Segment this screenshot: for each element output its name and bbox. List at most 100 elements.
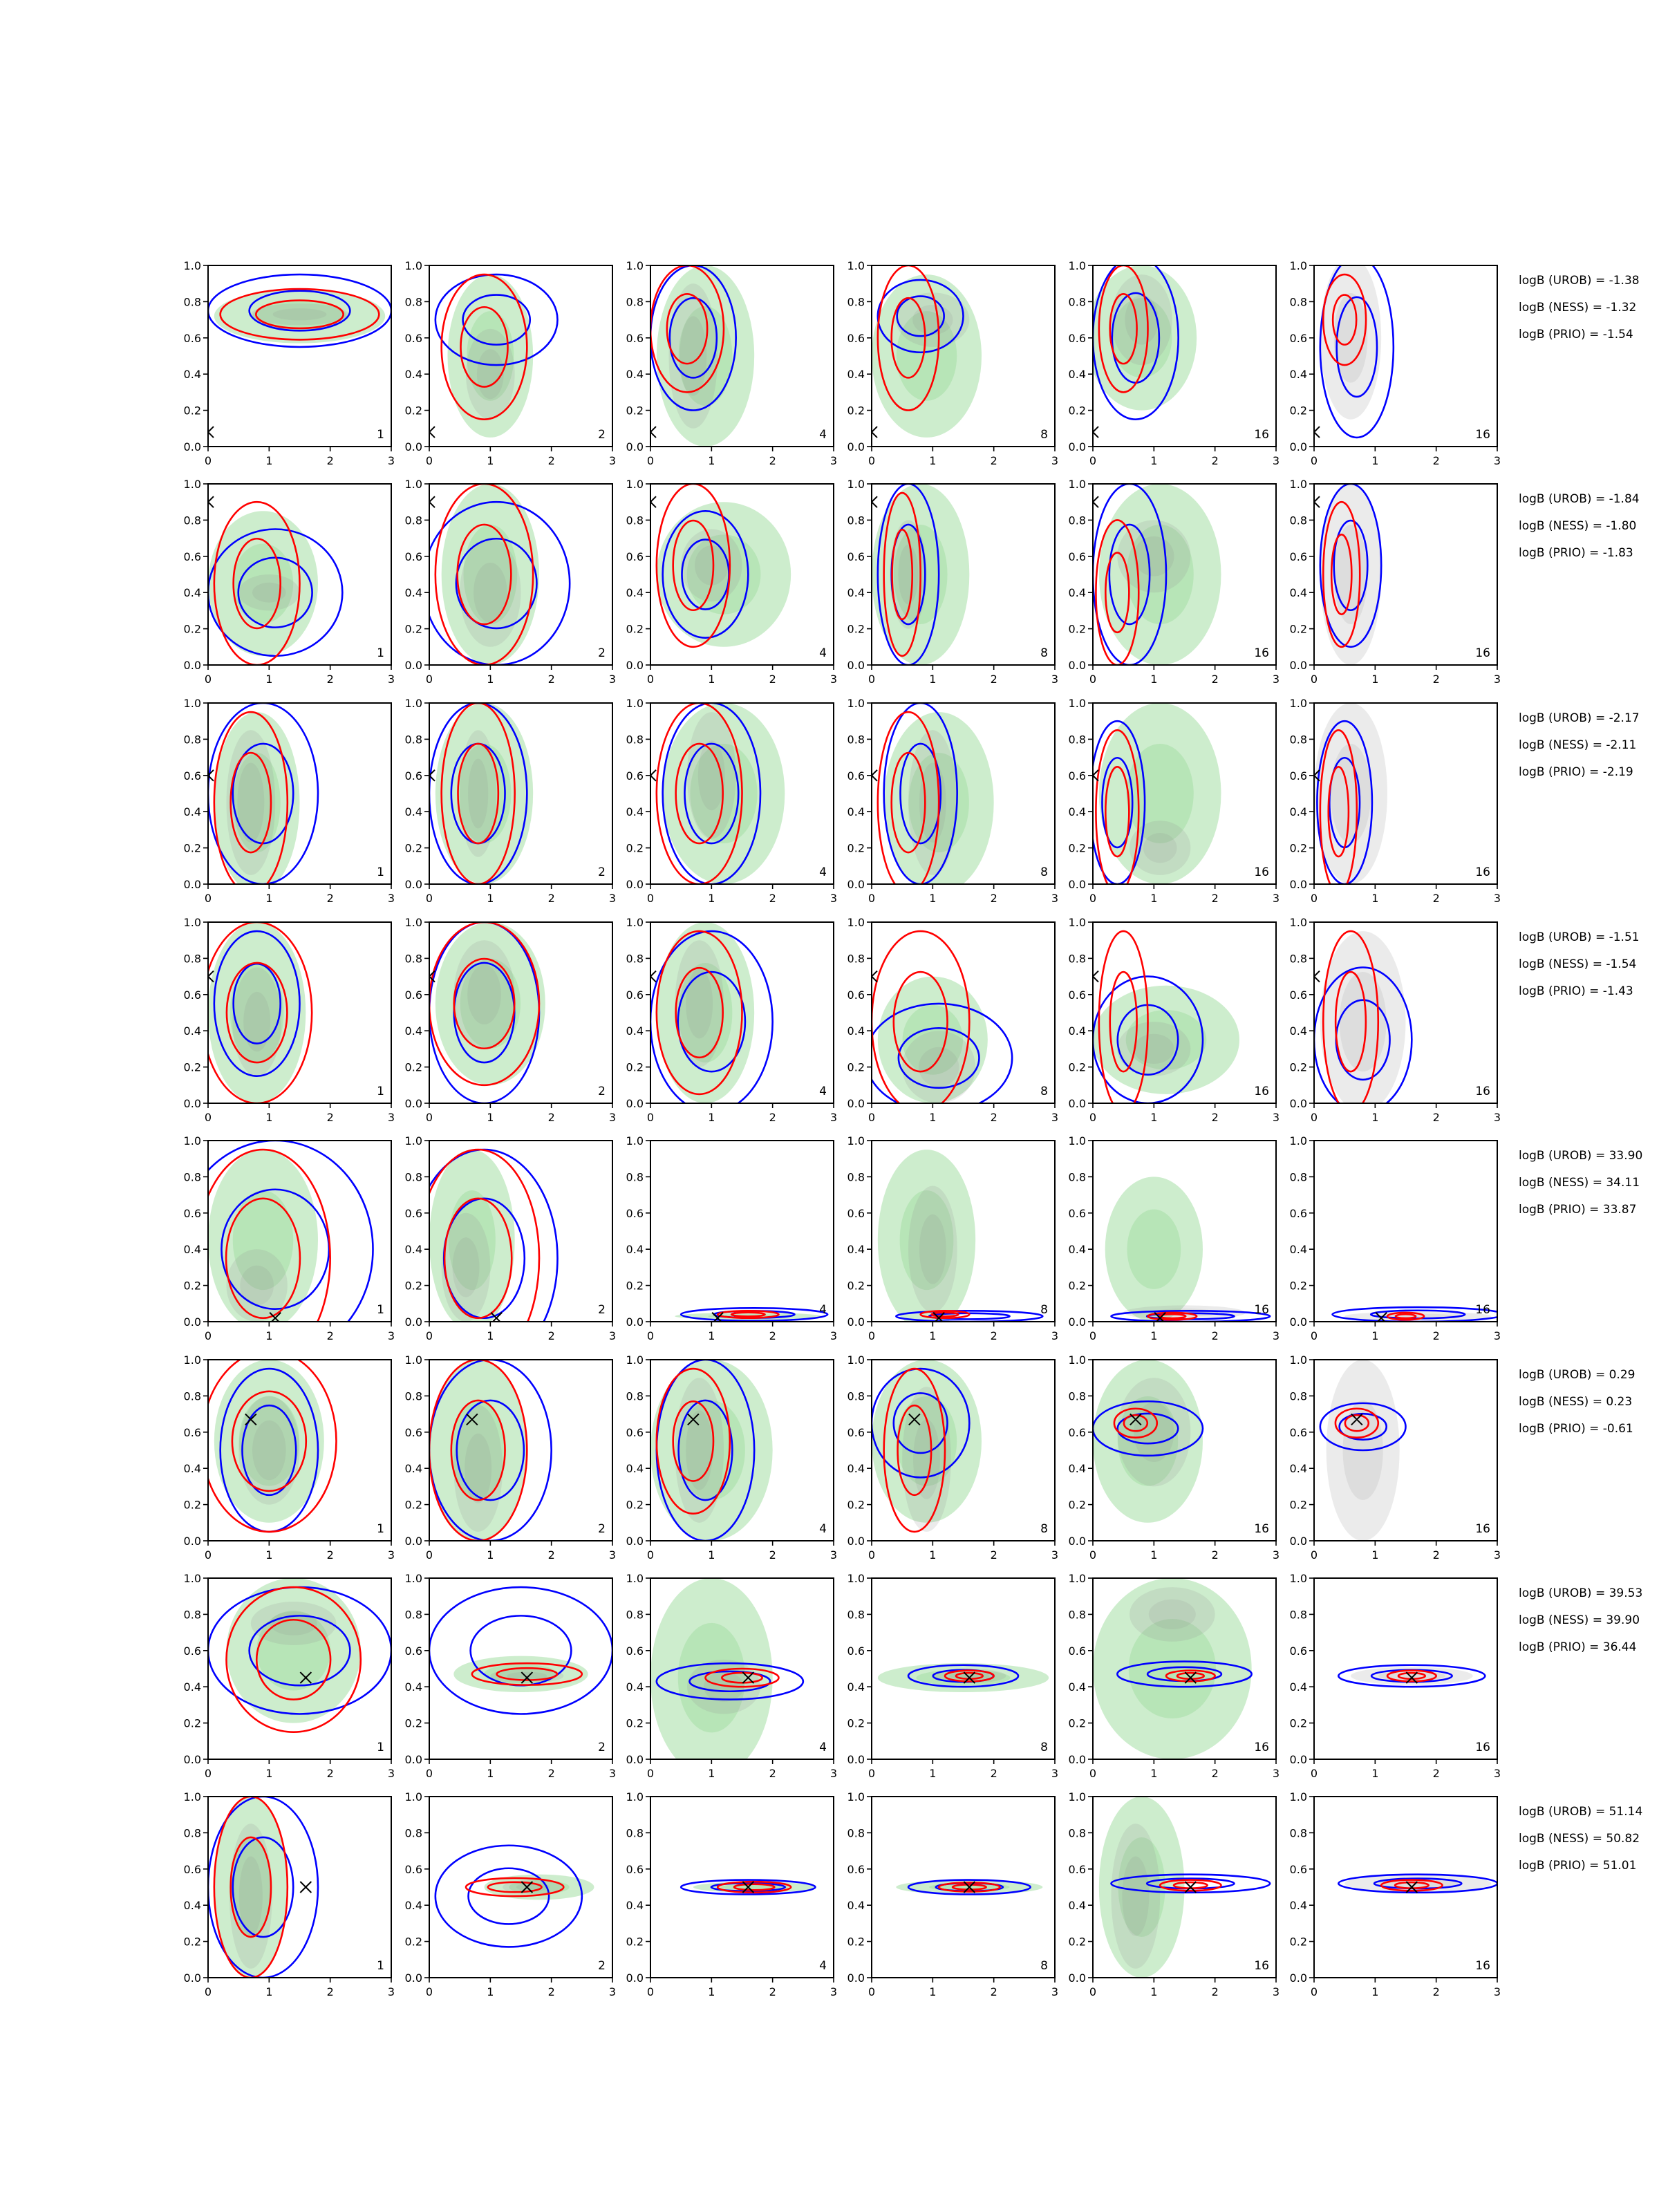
- x-tick-label: 2: [548, 892, 555, 905]
- green-fill-outer: [1093, 1360, 1203, 1523]
- panel-column-label: 1: [377, 1522, 384, 1536]
- y-tick-label: 1.0: [847, 1790, 865, 1803]
- true-value-marker: [1093, 769, 1099, 782]
- y-tick-label: 1.0: [626, 1790, 644, 1803]
- panel-column-label: 16: [1254, 1522, 1269, 1536]
- red-contour-inner: [1109, 292, 1138, 365]
- x-tick-label: 2: [548, 454, 555, 467]
- x-tick-label: 1: [487, 673, 494, 686]
- x-tick-label: 3: [830, 892, 837, 905]
- panel-5-4: [877, 1150, 1044, 1322]
- y-tick-label: 1.0: [1069, 1134, 1086, 1147]
- y-tick-label: 0.0: [626, 1971, 644, 1985]
- y-tick-label: 0.4: [626, 1462, 644, 1475]
- green-fill-outer: [656, 922, 755, 1103]
- y-tick-label: 1.0: [1069, 259, 1086, 272]
- red-contour-inner: [721, 1671, 763, 1684]
- panel-column-label: 1: [377, 1303, 384, 1317]
- axes-frame: [429, 483, 613, 666]
- green-fill-inner: [463, 524, 518, 625]
- x-tick-label: 1: [708, 1111, 715, 1124]
- red-contour-inner: [1109, 971, 1138, 1073]
- y-tick-label: 1.0: [847, 916, 865, 929]
- red-contour-outer: [429, 1148, 541, 1322]
- x-tick-label: 0: [426, 673, 433, 686]
- blue-contour-outer: [895, 1309, 1044, 1322]
- true-value-marker: [650, 970, 657, 983]
- x-tick-label: 1: [265, 892, 272, 905]
- x-tick-label: 1: [1150, 1548, 1157, 1562]
- blue-contour-inner: [455, 537, 538, 630]
- green-fill-outer: [872, 1360, 982, 1523]
- x-tick-label: 0: [1311, 1767, 1318, 1780]
- panel-6-1: [208, 1360, 337, 1533]
- red-contour-outer: [704, 1667, 780, 1688]
- y-tick-label: 0.2: [405, 1717, 422, 1730]
- panel-1-1: [208, 273, 391, 438]
- x-tick-label: 0: [868, 1111, 875, 1124]
- blue-contour-outer: [1319, 1402, 1407, 1452]
- true-value-marker: [963, 1671, 976, 1684]
- true-value-marker: [932, 1312, 945, 1322]
- x-tick-label: 2: [1433, 892, 1440, 905]
- panel-7-2: [429, 1586, 612, 1715]
- blue-contour-inner: [688, 1670, 771, 1693]
- green-fill-inner: [460, 959, 521, 1049]
- blue-contour-inner: [1101, 756, 1134, 849]
- y-tick-label: 0.2: [847, 623, 865, 636]
- gray-fill-inner: [898, 544, 919, 605]
- y-tick-label: 0.8: [1290, 1826, 1307, 1839]
- y-tick-label: 0.8: [184, 733, 201, 746]
- x-tick-label: 1: [1371, 1329, 1378, 1342]
- x-tick-label: 3: [388, 892, 395, 905]
- logb-ness-text: logB (NESS) = 34.11: [1519, 1176, 1640, 1190]
- blue-contour-outer: [650, 265, 737, 411]
- axes-frame: [650, 1359, 834, 1541]
- y-tick-label: 0.4: [184, 805, 201, 818]
- blue-contour-outer: [655, 1662, 805, 1700]
- red-contour-inner: [1330, 534, 1353, 615]
- y-tick-label: 0.4: [184, 368, 201, 381]
- panel-column-label: 16: [1475, 1303, 1490, 1317]
- x-tick-label: 2: [327, 1329, 334, 1342]
- x-tick-label: 1: [487, 1985, 494, 1998]
- gray-fill-inner: [679, 316, 707, 396]
- blue-contour-outer: [208, 703, 319, 884]
- y-tick-label: 0.6: [847, 988, 865, 1002]
- y-tick-label: 0.8: [847, 1170, 865, 1183]
- blue-contour-outer: [679, 1307, 829, 1322]
- y-tick-label: 0.0: [1069, 440, 1086, 453]
- panel-column-label: 16: [1475, 428, 1490, 442]
- y-tick-label: 0.8: [626, 1170, 644, 1183]
- blue-contour-inner: [456, 1399, 525, 1501]
- gray-fill-inner: [465, 1433, 492, 1503]
- x-tick-label: 0: [1089, 1985, 1096, 1998]
- x-tick-label: 1: [929, 1548, 936, 1562]
- green-fill-inner: [896, 311, 957, 401]
- y-tick-label: 1.0: [847, 478, 865, 491]
- y-tick-label: 0.6: [184, 988, 201, 1002]
- blue-contour-outer: [872, 1367, 971, 1479]
- x-tick-label: 0: [1311, 1985, 1318, 1998]
- gray-fill-outer: [1117, 520, 1191, 593]
- logb-urob-text: logB (UROB) = 51.14: [1519, 1805, 1643, 1819]
- x-tick-label: 1: [708, 1548, 715, 1562]
- logb-urob-text: logB (UROB) = -1.38: [1519, 274, 1640, 288]
- y-tick-label: 1.0: [405, 916, 422, 929]
- panel-column-label: 2: [598, 865, 606, 879]
- true-value-marker: [208, 496, 214, 508]
- true-value-marker: [521, 1671, 534, 1684]
- panel-column-label: 2: [598, 428, 606, 442]
- red-contour-inner: [730, 1311, 766, 1318]
- y-tick-label: 0.6: [1290, 332, 1307, 345]
- true-value-marker: [299, 1881, 312, 1893]
- x-tick-label: 2: [1212, 454, 1219, 467]
- x-tick-label: 0: [868, 1985, 875, 1998]
- panel-column-label: 16: [1254, 1085, 1269, 1098]
- axes-frame: [871, 1796, 1056, 1978]
- blue-contour-inner: [684, 742, 740, 845]
- x-tick-label: 1: [1371, 892, 1378, 905]
- y-tick-label: 1.0: [626, 1134, 644, 1147]
- x-tick-label: 1: [487, 1111, 494, 1124]
- y-tick-label: 0.4: [1069, 368, 1086, 381]
